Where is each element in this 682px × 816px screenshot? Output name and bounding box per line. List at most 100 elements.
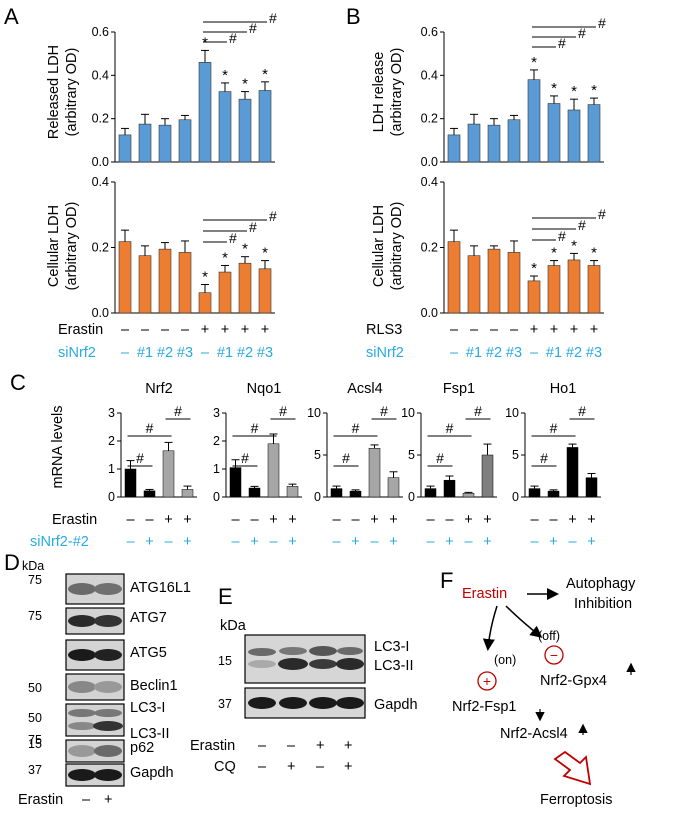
panel-e-marker-37: 37	[218, 697, 232, 711]
panel-label-b: B	[346, 4, 361, 29]
chart-a-top: 0.0 0.2 0.4 0.6 * * * * # # #	[92, 10, 277, 169]
bar	[118, 134, 132, 163]
row2-value: #2	[237, 345, 253, 361]
y-tick-label: 0.4	[421, 68, 438, 82]
bar	[349, 490, 362, 498]
minus-circle-icon	[544, 645, 564, 665]
hash-mark: #	[269, 208, 277, 224]
significance-star: *	[531, 260, 537, 277]
kda-marker: 50	[28, 711, 42, 725]
panel-f-acsl4: Nrf2-Acsl4	[500, 726, 568, 742]
hash-mark: #	[352, 420, 360, 436]
hash-mark: #	[229, 230, 237, 246]
row1-value: +	[261, 322, 269, 338]
e-cq-val: –	[316, 759, 325, 775]
e-band	[278, 658, 308, 670]
panel-d-erastin-minus: –	[82, 792, 91, 808]
panel-label-d: D	[4, 550, 20, 575]
row2-value: –	[530, 345, 539, 361]
bar	[258, 268, 272, 314]
row1-value: –	[470, 322, 479, 338]
hash-mark: #	[598, 206, 606, 222]
panel-f-autophagy: Autophagy	[566, 576, 636, 592]
panel-e-blots: kDa 15 37 LC3-I LC3-II Gapdh Erastin CQ …	[190, 618, 418, 775]
bar	[387, 477, 400, 498]
bar	[547, 103, 561, 163]
bar	[218, 271, 232, 314]
blot-label: ATG16L1	[130, 580, 191, 596]
y-tick-label: 0.4	[92, 68, 109, 82]
y-tick-label: 2	[108, 434, 115, 448]
panel-e-kda: kDa	[220, 618, 247, 634]
bar	[238, 262, 252, 314]
y-tick-label: 0.6	[421, 25, 438, 39]
row2-value: +	[145, 534, 153, 550]
y-tick-label: 5	[314, 448, 321, 462]
row1-value: –	[250, 512, 259, 528]
bar	[528, 488, 541, 498]
y-tick-label: 0.4	[92, 175, 109, 189]
hash-mark: #	[342, 450, 350, 466]
row1-value: +	[201, 322, 209, 338]
hash-mark: #	[436, 450, 444, 466]
bar	[238, 98, 252, 163]
bar	[198, 62, 212, 163]
panel-b-top-ylabel-2: (arbitrary OD)	[389, 48, 405, 137]
e-band	[337, 647, 363, 655]
hash-mark: #	[269, 10, 277, 26]
y-tick-label: 0.2	[92, 112, 109, 126]
row1-value: +	[568, 512, 576, 528]
e-erastin-val: –	[287, 738, 296, 754]
arrow-to-off	[505, 605, 543, 638]
bar	[267, 443, 280, 498]
panel-c-ylabel: mRNA levels	[50, 406, 66, 489]
hash-mark: #	[558, 35, 566, 51]
bar	[566, 447, 579, 498]
panel-b-rls3-label: RLS3	[366, 322, 402, 338]
e-band	[309, 697, 337, 709]
hash-mark: #	[136, 450, 144, 466]
y-tick-label: 0	[108, 490, 115, 504]
y-tick-label: 0.2	[421, 112, 438, 126]
row1-value: +	[221, 322, 229, 338]
chart-title: Nrf2	[145, 381, 172, 397]
bar	[547, 265, 561, 314]
y-tick-label: 2	[213, 434, 220, 448]
bar	[447, 134, 461, 163]
blot-band	[94, 583, 122, 595]
e-band	[309, 659, 337, 669]
blot-label: p62	[130, 740, 154, 756]
blot-label: LC3-II	[130, 726, 170, 742]
hash-mark: #	[446, 420, 454, 436]
y-tick-label: 0.4	[421, 175, 438, 189]
row2-value: –	[568, 534, 577, 550]
panel-e-label-lc3i: LC3-I	[374, 639, 409, 655]
bar	[587, 265, 601, 314]
blot-band	[93, 721, 123, 731]
row1-value: –	[121, 322, 130, 338]
row2-value: #2	[157, 345, 173, 361]
row2-value: +	[549, 534, 557, 550]
e-band	[279, 697, 307, 709]
e-band	[248, 648, 276, 656]
panel-a-bottom-ylabel-1: Cellular LDH	[46, 205, 62, 287]
row1-value: –	[145, 512, 154, 528]
panel-a-erastin-label: Erastin	[58, 322, 103, 338]
e-band	[248, 660, 276, 668]
bar	[181, 489, 194, 498]
y-tick-label: 5	[408, 448, 415, 462]
row1-value: +	[530, 322, 538, 338]
blot-label: LC3-I	[130, 700, 165, 716]
significance-star: *	[222, 250, 228, 267]
panel-f-inhibition: Inhibition	[574, 596, 632, 612]
panel-e-label-gapdh: Gapdh	[374, 697, 418, 713]
y-tick-label: 0.0	[421, 155, 438, 169]
bar	[424, 488, 437, 498]
significance-star: *	[571, 237, 577, 254]
y-tick-label: 0	[213, 490, 220, 504]
e-band	[309, 646, 337, 656]
panel-e-erastin-label: Erastin	[190, 738, 235, 754]
y-tick-label: 1	[108, 462, 115, 476]
